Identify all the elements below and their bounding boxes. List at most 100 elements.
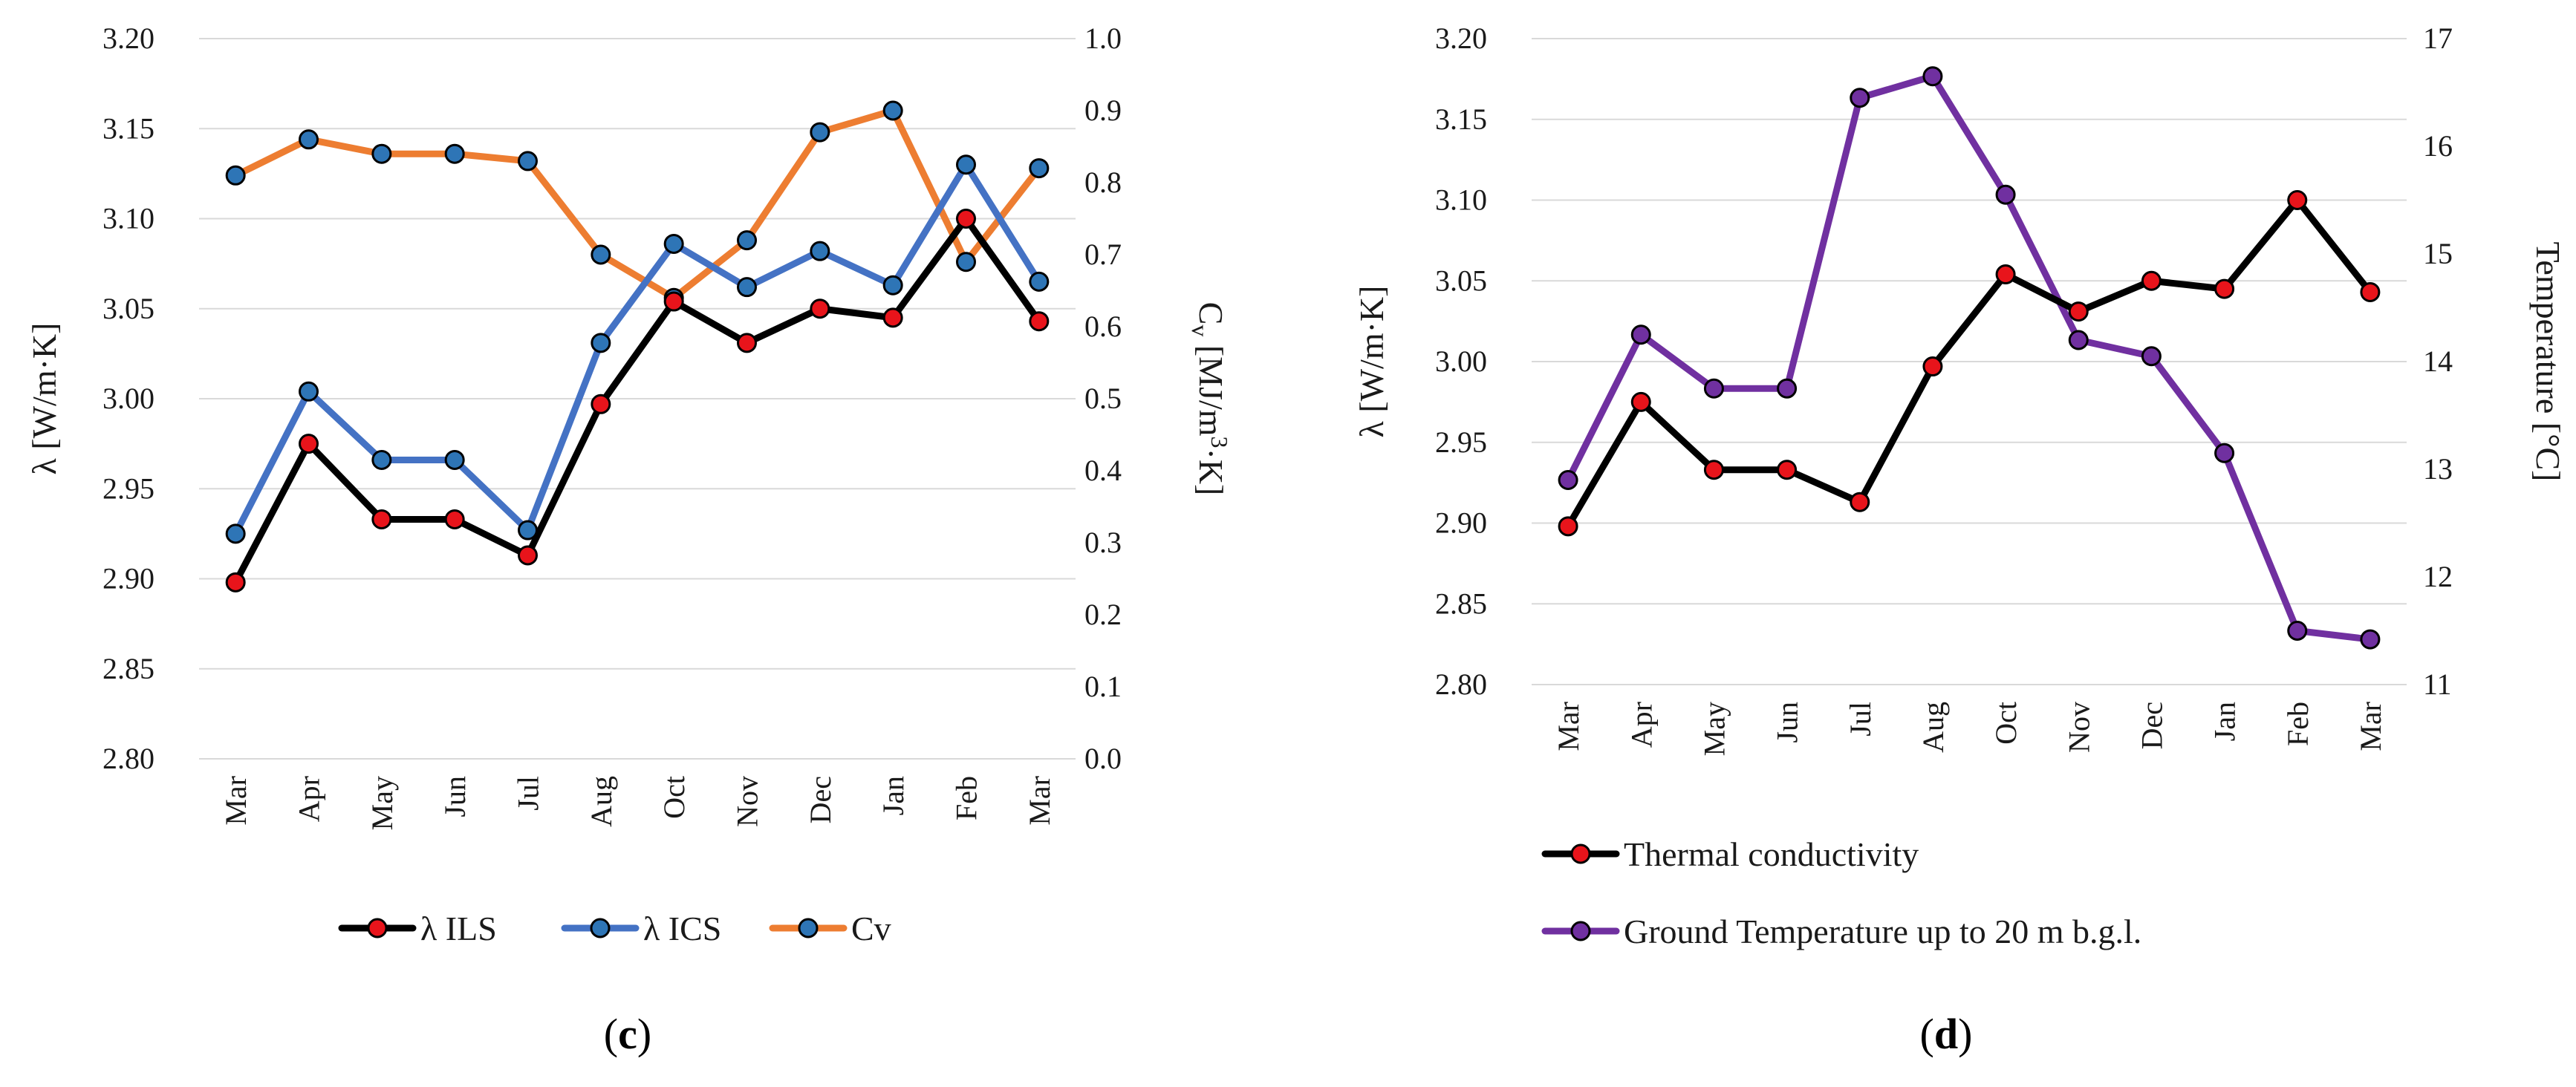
data-point bbox=[1029, 311, 1050, 332]
c-gridlines bbox=[199, 38, 1076, 760]
data-point bbox=[1029, 271, 1050, 292]
y-tick-label: 3.20 bbox=[1435, 22, 1487, 55]
x-tick-label: Oct bbox=[657, 776, 691, 819]
data-point bbox=[1029, 158, 1050, 179]
d-panel-label-open: ( bbox=[1920, 1010, 1934, 1058]
x-tick-label: Aug bbox=[585, 776, 618, 827]
y-tick-label: 3.05 bbox=[103, 292, 155, 325]
d-x-axis-ticks: Mar Apr May Jun Jul Aug Oct Nov Dec Jan Feb Mar bbox=[1552, 702, 2387, 756]
y2-tick-label: 0.7 bbox=[1084, 238, 1122, 271]
c-left-axis-ticks: 3.20 3.15 3.10 3.05 3.00 2.95 2.90 2.85 2.80 bbox=[103, 22, 155, 775]
y2-tick-label: 0.5 bbox=[1084, 382, 1122, 415]
data-point bbox=[810, 241, 830, 261]
y-tick-label: 3.10 bbox=[1435, 183, 1487, 217]
d-legend: Thermal conductivity Ground Temperature u… bbox=[1541, 835, 2141, 950]
x-tick-label: Aug bbox=[1916, 702, 1950, 753]
legend-label: Ground Temperature up to 20 m b.g.l. bbox=[1624, 913, 2141, 950]
data-point bbox=[2141, 346, 2162, 367]
y-tick-label: 3.15 bbox=[1435, 102, 1487, 136]
x-tick-label: Jul bbox=[512, 776, 545, 811]
data-point bbox=[1703, 378, 1724, 399]
c-right-axis-ticks: 1.0 0.9 0.8 0.7 0.6 0.5 0.4 0.3 0.2 0.1 0.0 bbox=[1084, 22, 1122, 775]
data-point bbox=[1850, 88, 1870, 108]
data-point bbox=[2287, 190, 2308, 210]
x-tick-label: Apr bbox=[293, 776, 326, 822]
c-right-axis-label-unit-a: [MJ/m bbox=[1192, 336, 1230, 436]
c-panel-label-close: ) bbox=[637, 1010, 651, 1058]
x-tick-label: Mar bbox=[1023, 776, 1056, 826]
chart-panel-d: 3.203.153.103.053.002.952.902.852.80 171… bbox=[1353, 22, 2567, 1058]
legend-swatch-marker bbox=[798, 918, 819, 939]
legend-swatch-marker bbox=[367, 918, 388, 939]
data-point bbox=[518, 545, 538, 566]
series-line-cv bbox=[232, 107, 1043, 301]
legend-swatch-marker bbox=[1570, 843, 1591, 864]
d-right-axis-ticks: 17 16 15 14 13 12 11 bbox=[2423, 22, 2453, 701]
data-point bbox=[1995, 184, 2016, 205]
x-tick-label: May bbox=[365, 776, 399, 830]
data-point bbox=[299, 434, 319, 454]
c-right-axis-label: Cv [MJ/m3·K] bbox=[1187, 302, 1233, 496]
data-point bbox=[2360, 629, 2381, 650]
x-tick-label: Jan bbox=[876, 776, 910, 815]
x-tick-label: Feb bbox=[2281, 702, 2315, 746]
data-point bbox=[882, 275, 903, 296]
x-tick-label: Jun bbox=[438, 776, 472, 817]
d-gridlines bbox=[1532, 38, 2407, 685]
series-line-ground-temperature-up-to-20-m-b-g-l- bbox=[1564, 73, 2374, 643]
data-point bbox=[1922, 356, 1943, 377]
y-tick-label: 3.20 bbox=[103, 22, 155, 55]
y-tick-label: 3.15 bbox=[103, 111, 155, 145]
c-right-axis-label-sup: 3 bbox=[1206, 437, 1233, 448]
x-tick-label: Dec bbox=[804, 776, 837, 823]
x-tick-label: Nov bbox=[2062, 702, 2095, 753]
data-point bbox=[810, 122, 830, 143]
data-point bbox=[2360, 281, 2381, 302]
data-point bbox=[956, 209, 976, 229]
x-tick-label: Mar bbox=[219, 776, 253, 826]
x-tick-label: Dec bbox=[2135, 702, 2168, 749]
series-line-thermal-conductivity bbox=[1564, 197, 2374, 530]
data-point bbox=[1558, 516, 1578, 537]
x-tick-label: Oct bbox=[1989, 702, 2023, 745]
data-point bbox=[1630, 324, 1651, 345]
data-point bbox=[882, 100, 903, 121]
d-series-group bbox=[1558, 66, 2381, 650]
y2-tick-label: 0.0 bbox=[1084, 742, 1122, 775]
data-point bbox=[591, 394, 611, 414]
data-point bbox=[591, 244, 611, 265]
y2-tick-label: 0.6 bbox=[1084, 310, 1122, 343]
c-panel-label: (c) bbox=[604, 1010, 651, 1058]
c-right-axis-label-main: C bbox=[1192, 302, 1230, 325]
data-point bbox=[1995, 264, 2016, 285]
data-point bbox=[1922, 66, 1943, 87]
y2-tick-label: 16 bbox=[2423, 129, 2453, 163]
legend-label: Thermal conductivity bbox=[1624, 835, 1919, 873]
data-point bbox=[225, 523, 246, 544]
data-point bbox=[299, 129, 319, 150]
y2-tick-label: 14 bbox=[2423, 345, 2453, 378]
data-point bbox=[1777, 460, 1798, 480]
y-tick-label: 2.95 bbox=[1435, 425, 1487, 459]
c-series-group bbox=[225, 100, 1050, 593]
c-panel-label-open: ( bbox=[604, 1010, 618, 1058]
y2-tick-label: 11 bbox=[2423, 667, 2452, 701]
y2-tick-label: 0.4 bbox=[1084, 454, 1122, 487]
x-tick-label: Jul bbox=[1844, 702, 1877, 737]
data-point bbox=[371, 143, 392, 164]
data-point bbox=[737, 333, 757, 353]
x-tick-label: Apr bbox=[1624, 702, 1658, 748]
y-tick-label: 3.05 bbox=[1435, 264, 1487, 297]
data-point bbox=[444, 509, 465, 529]
y2-tick-label: 12 bbox=[2423, 560, 2453, 593]
data-point bbox=[299, 381, 319, 402]
y-tick-label: 2.85 bbox=[103, 652, 155, 685]
data-point bbox=[1777, 378, 1798, 399]
series-line--ils bbox=[232, 215, 1043, 586]
data-point bbox=[2068, 330, 2089, 350]
data-point bbox=[2214, 443, 2235, 463]
series-line--ics bbox=[232, 161, 1043, 538]
y2-tick-label: 13 bbox=[2423, 452, 2453, 486]
x-tick-label: Nov bbox=[731, 776, 764, 827]
d-right-axis-label: Temperature [°C] bbox=[2529, 242, 2567, 482]
